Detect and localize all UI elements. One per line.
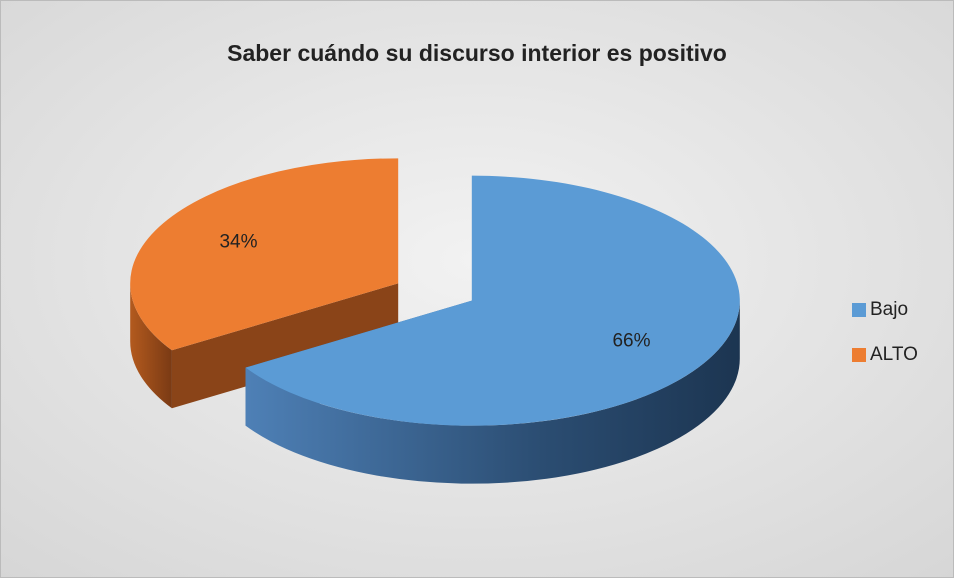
chart-title: Saber cuándo su discurso interior es pos… (227, 40, 727, 66)
slice-side (130, 283, 172, 409)
data-label: 66% (612, 331, 650, 352)
legend-label: Bajo (870, 299, 908, 320)
slice-cut-face (171, 283, 399, 409)
legend-swatch (852, 348, 866, 362)
legend-label: ALTO (870, 344, 918, 365)
slice-top (245, 175, 740, 426)
slice-side (245, 300, 740, 484)
legend-swatch (852, 303, 866, 317)
slice-top (130, 158, 399, 351)
data-label: 34% (219, 231, 257, 252)
